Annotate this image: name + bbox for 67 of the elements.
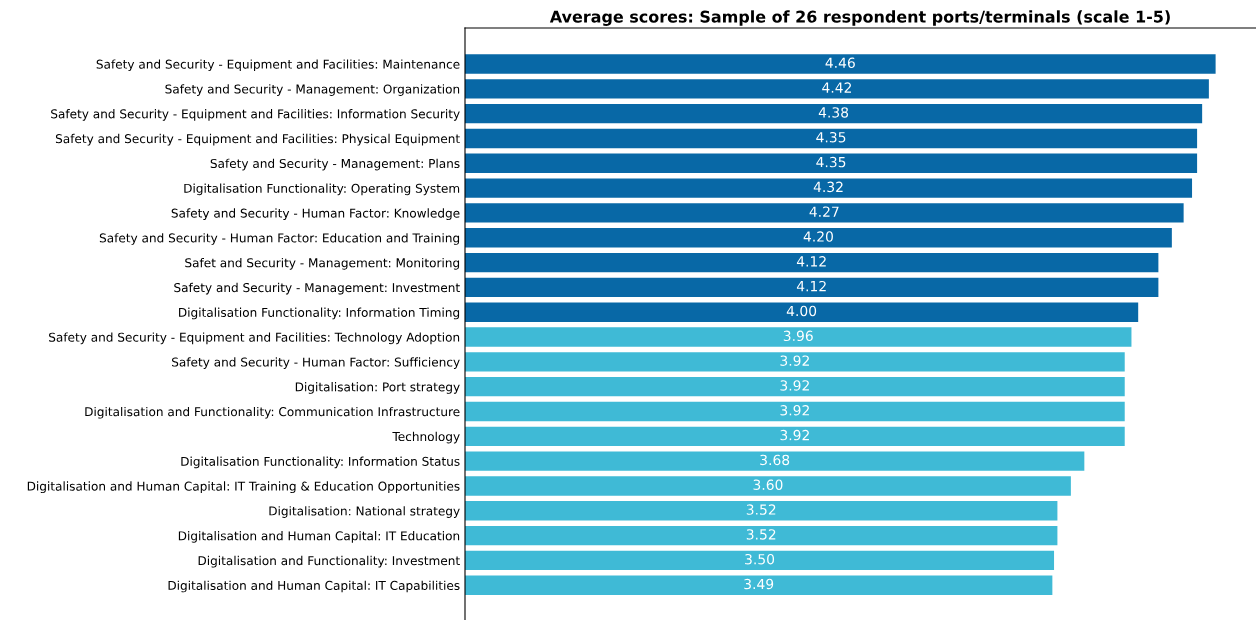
bar	[465, 178, 1193, 198]
data-label: 3.96	[783, 330, 813, 342]
y-tick-label: Safety and Security - Human Factor: Sufficiency	[172, 357, 460, 369]
data-label: 4.46	[825, 57, 855, 69]
bar	[465, 153, 1198, 173]
y-tick-label: Digitalisation: Port strategy	[295, 382, 460, 394]
data-label: 3.50	[745, 553, 775, 565]
data-label: 3.52	[746, 504, 776, 515]
bar	[465, 476, 1071, 496]
y-tick-label: Safety and Security - Equipment and Facilities: Technology Adoption	[49, 332, 460, 345]
y-tick-label: Safety and Security - Management: Investment	[174, 282, 460, 295]
y-tick-label: Safety and Security - Management: Plans	[210, 158, 460, 171]
bar	[465, 376, 1125, 397]
y-tick-label: Digitalisation and Functionality: Investment	[198, 555, 460, 568]
data-label: 4.35	[816, 131, 846, 143]
y-tick-label: Digitalisation and Human Capital: IT Capabilities	[168, 580, 460, 593]
data-label: 3.92	[780, 380, 809, 391]
y-tick-label: Digitalisation and Functionality: Communication Infrastructure	[85, 406, 460, 419]
bar	[465, 550, 1055, 571]
y-tick-label: Safety and Security - Equipment and Facilities: Information Security	[51, 109, 460, 121]
bar	[465, 426, 1125, 446]
bar	[465, 451, 1085, 471]
data-label: 3.92	[780, 405, 809, 416]
chart-title: Average scores: Sample of 26 respondent ports/terminals (scale 1-5)	[549, 10, 1170, 26]
y-tick-label: Digitalisation Functionality: Operating System	[184, 183, 460, 196]
y-tick-label: Technology	[392, 431, 460, 444]
data-label: 3.49	[744, 578, 774, 590]
y-tick-label: Digitalisation Functionality: Information Timing	[179, 307, 460, 320]
data-label: 3.92	[780, 355, 809, 366]
data-label: 3.60	[753, 479, 783, 490]
bar	[465, 401, 1125, 422]
bar	[465, 501, 1058, 521]
y-tick-label: Safet and Security - Management: Monitoring	[185, 257, 460, 270]
y-tick-label: Digitalisation: National strategy	[269, 506, 460, 518]
bar	[465, 575, 1053, 595]
bar	[465, 525, 1058, 546]
bar	[465, 352, 1125, 372]
data-label: 3.92	[780, 429, 809, 441]
bar	[465, 302, 1139, 322]
bar	[465, 277, 1159, 298]
y-tick-label: Safety and Security - Equipment and Facilities: Maintenance	[96, 59, 460, 72]
data-label: 4.00	[786, 305, 817, 317]
y-tick-label: Digitalisation and Human Capital: IT Education	[178, 531, 460, 543]
data-label: 4.12	[796, 256, 826, 267]
y-tick-label: Digitalisation Functionality: Information Status	[181, 456, 460, 469]
data-label: 4.12	[796, 280, 826, 292]
bar	[465, 327, 1132, 347]
data-label: 4.20	[803, 231, 833, 242]
bar	[465, 103, 1203, 124]
data-label: 4.32	[813, 181, 843, 193]
bar	[465, 203, 1184, 223]
data-label: 4.27	[809, 206, 839, 217]
bar	[465, 128, 1198, 149]
data-label: 3.52	[746, 529, 776, 540]
y-tick-label: Digitalisation and Human Capital: IT Training & Education Opportunities	[27, 481, 460, 494]
bar	[465, 252, 1159, 273]
y-tick-label: Safety and Security - Human Factor: Knowledge	[171, 208, 460, 221]
y-tick-label: Safety and Security - Human Factor: Education and Training	[99, 233, 460, 245]
bar	[465, 79, 1209, 99]
bar	[465, 54, 1216, 74]
data-label: 4.42	[822, 82, 852, 93]
data-label: 4.38	[818, 107, 849, 118]
y-tick-label: Safety and Security - Management: Organization	[165, 84, 460, 96]
bar	[465, 228, 1172, 248]
data-label: 4.35	[816, 156, 846, 168]
y-tick-label: Safety and Security - Equipment and Facilities: Physical Equipment	[55, 133, 460, 146]
data-label: 3.68	[760, 454, 790, 466]
